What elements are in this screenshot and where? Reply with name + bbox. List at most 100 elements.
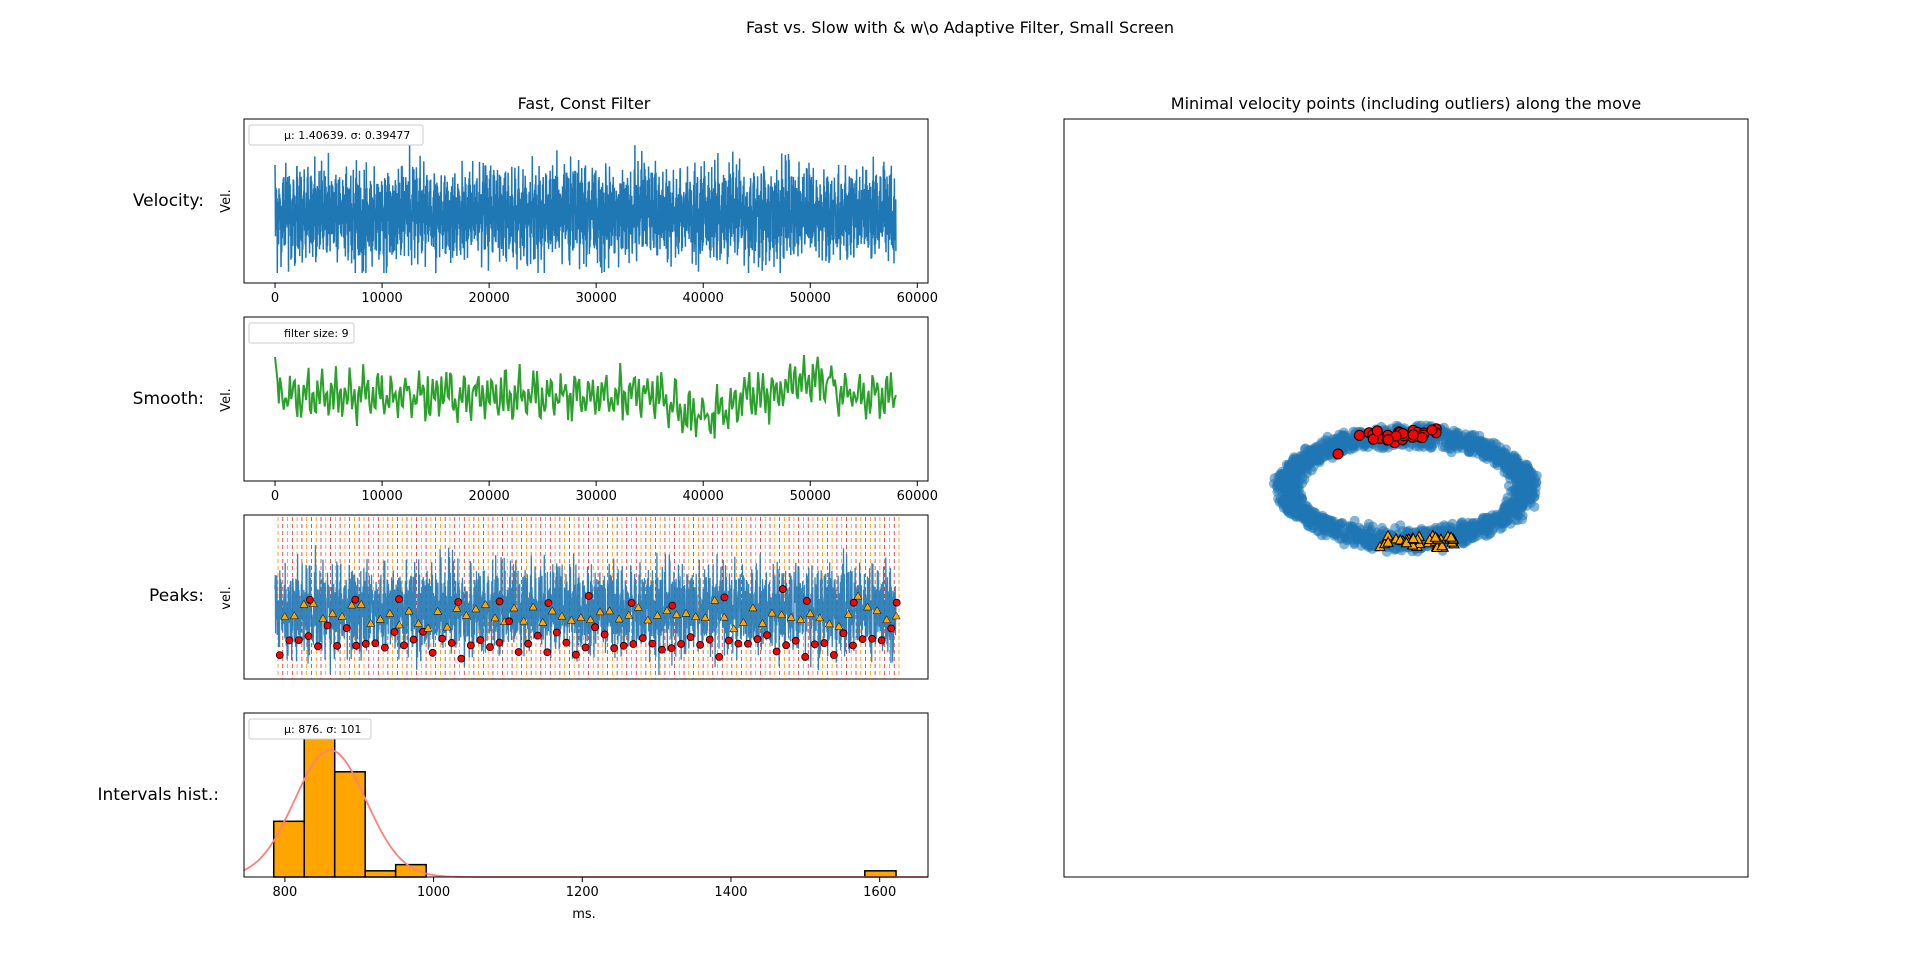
trajectory-point <box>1403 525 1414 536</box>
max-marker <box>289 611 299 620</box>
max-marker <box>758 618 767 627</box>
row-label-smooth: Smooth: <box>133 389 204 409</box>
min-marker <box>466 641 475 650</box>
min-marker <box>342 624 351 632</box>
min-marker <box>275 651 284 660</box>
min-marker <box>285 636 294 645</box>
trajectory-point <box>1501 444 1511 455</box>
max-marker <box>872 606 882 614</box>
min-marker <box>887 624 896 633</box>
max-marker <box>633 602 643 611</box>
trajectory-point <box>1349 537 1360 548</box>
x-tick-label: 60000 <box>897 489 938 504</box>
max-marker <box>509 603 519 612</box>
x-tick-label: 0 <box>271 291 279 306</box>
plot-frame <box>243 712 929 878</box>
trajectory-point <box>1273 493 1284 504</box>
ylabel-smooth: Vel. <box>219 388 234 412</box>
x-tick-label: 20000 <box>468 489 509 504</box>
max-marker <box>452 603 462 612</box>
max-marker <box>375 614 385 623</box>
min-marker <box>849 641 857 650</box>
min-point-bottom <box>1382 536 1394 547</box>
min-marker <box>457 654 466 663</box>
max-marker <box>366 618 376 627</box>
max-marker <box>557 611 567 620</box>
max-marker <box>882 615 892 624</box>
trajectory-point <box>1487 450 1497 461</box>
max-marker <box>691 612 701 620</box>
trajectory-point <box>1460 532 1471 542</box>
min-marker <box>428 648 437 657</box>
max-marker <box>299 599 309 608</box>
max-marker <box>414 618 423 627</box>
max-marker <box>404 606 414 615</box>
min-point-top <box>1332 448 1344 460</box>
title-velocity: Fast, Const Filter <box>518 94 651 113</box>
min-marker <box>333 641 342 650</box>
x-tick-label: 1000 <box>417 885 450 900</box>
axes-smooth: 0 10000 20000 30000 40000 50000 60000 filter si… <box>243 316 938 504</box>
max-marker <box>576 613 586 621</box>
trajectory-point <box>1420 525 1431 536</box>
trajectory-point <box>1316 514 1327 525</box>
max-marker <box>442 622 452 631</box>
legend-text: filter size: 9 <box>284 327 349 340</box>
max-marker <box>423 623 433 632</box>
min-marker <box>476 636 485 645</box>
trajectory-point <box>1347 521 1358 532</box>
min-marker <box>744 639 752 648</box>
axes-peaks <box>243 514 929 680</box>
legend-box <box>248 718 372 740</box>
min-marker <box>533 631 542 640</box>
x-tick-label: 50000 <box>790 489 831 504</box>
x-tick-label: 800 <box>272 885 297 900</box>
min-marker <box>305 595 314 604</box>
x-tick-label: 1400 <box>714 885 747 900</box>
hist-bar <box>864 870 897 878</box>
min-marker <box>696 640 705 649</box>
velocity-line <box>274 143 897 274</box>
min-marker <box>505 617 513 626</box>
min-marker <box>454 598 463 606</box>
min-marker <box>495 597 504 606</box>
x-tick-label: 30000 <box>575 489 616 504</box>
trajectory-point <box>1507 451 1518 462</box>
min-marker <box>314 642 322 651</box>
legend-text: μ: 876. σ: 101 <box>284 723 361 736</box>
trajectory-point <box>1301 468 1312 479</box>
min-marker <box>667 644 676 653</box>
x-tick-label: 40000 <box>683 489 724 504</box>
max-marker <box>710 595 720 604</box>
trajectory-point <box>1306 510 1317 521</box>
min-marker <box>849 598 858 607</box>
legend-box <box>248 322 355 344</box>
trajectory-point <box>1478 525 1489 536</box>
min-marker <box>562 638 571 647</box>
max-marker <box>586 615 595 623</box>
max-marker <box>528 602 538 611</box>
trajectory-point <box>1319 451 1330 462</box>
min-marker <box>705 635 714 644</box>
max-marker <box>853 591 863 600</box>
trajectory-point <box>1447 518 1458 529</box>
x-tick-label: 30000 <box>575 291 616 306</box>
min-marker <box>629 640 638 648</box>
max-marker <box>824 619 834 628</box>
trajectory-point <box>1294 458 1305 468</box>
min-marker <box>778 585 787 593</box>
trajectory-point <box>1334 533 1345 544</box>
min-marker <box>839 629 848 638</box>
min-marker <box>600 630 609 639</box>
trajectory-point <box>1340 434 1351 445</box>
min-marker <box>720 593 729 602</box>
plot-frame <box>1063 118 1749 878</box>
trajectory-point <box>1306 452 1317 462</box>
min-marker <box>351 595 360 604</box>
min-marker <box>447 639 456 647</box>
x-tick-label: 60000 <box>897 291 938 306</box>
max-marker <box>433 606 443 615</box>
max-marker <box>280 612 290 620</box>
min-marker <box>361 639 370 648</box>
min-marker <box>581 643 590 652</box>
